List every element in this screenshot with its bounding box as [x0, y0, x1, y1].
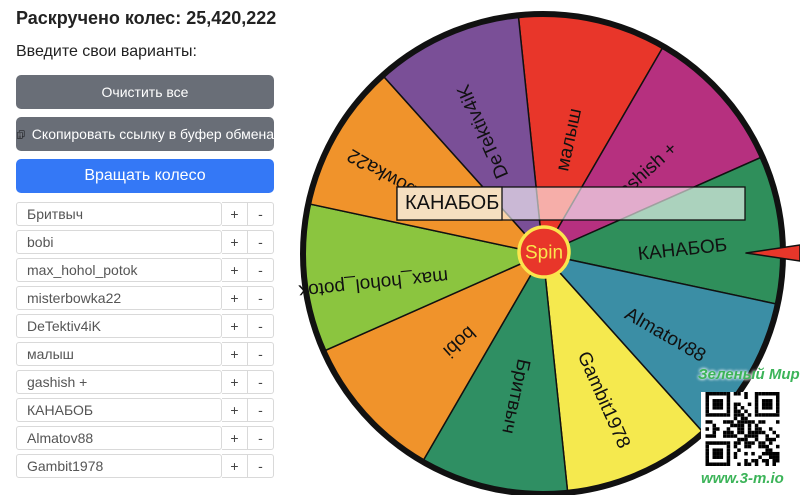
svg-text:Spin: Spin	[525, 243, 563, 264]
